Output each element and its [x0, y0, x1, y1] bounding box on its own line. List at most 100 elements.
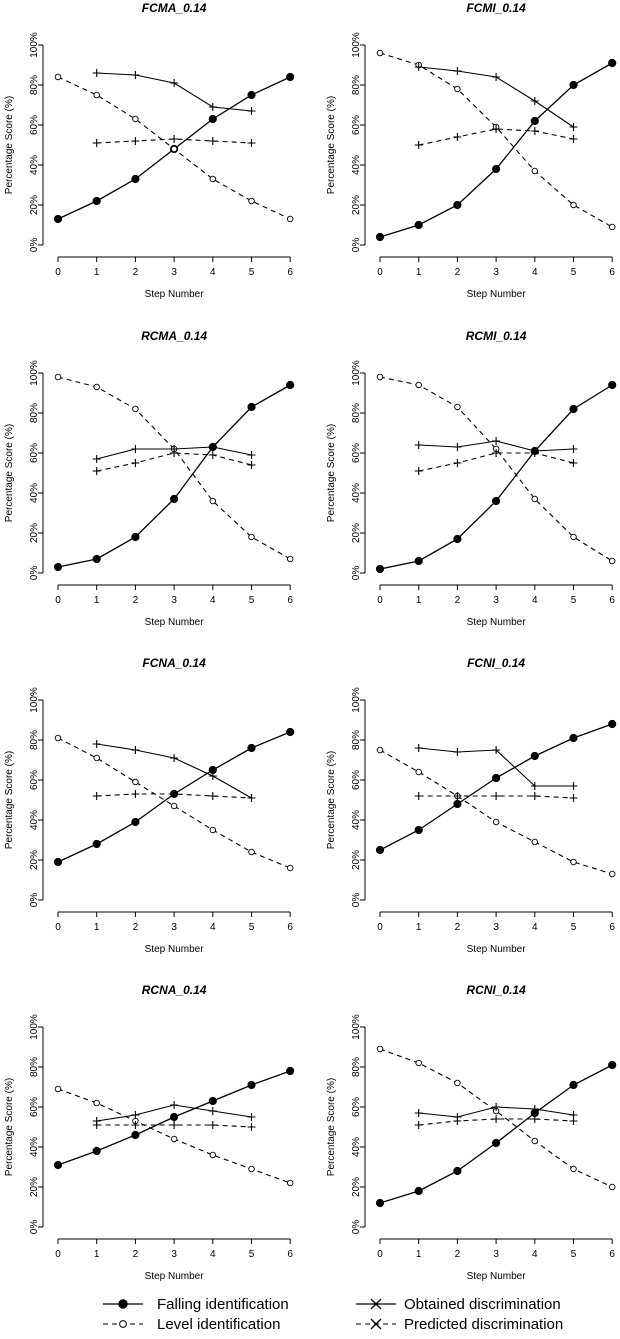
panel-8-ytick-label: 80% [351, 1057, 362, 1077]
panel-3-xtick-label: 4 [210, 595, 216, 606]
panel-3-title: RCMA_0.14 [141, 329, 207, 343]
panel-2-obtained-point [530, 97, 539, 105]
panel-8-predicted-point [530, 1115, 539, 1123]
legend-predicted-marker [370, 1318, 382, 1330]
panel-7-falling-point [170, 1112, 179, 1122]
panel-8-xtick-label: 4 [532, 1249, 538, 1260]
panel-6-predicted-point [530, 792, 539, 800]
panel-2-ylabel: Percentage Score (%) [326, 96, 337, 194]
panel-2-title: FCMI_0.14 [466, 1, 526, 15]
panel-2-ytick-label: 100% [351, 32, 362, 58]
panel-4-ytick-label: 0% [351, 566, 362, 581]
panel-8-xlabel: Step Number [467, 1271, 527, 1282]
panel-6-falling-point [530, 751, 539, 761]
panel-1-xtick-label: 6 [287, 267, 293, 278]
panel-6-xtick-label: 6 [609, 922, 615, 933]
panel-8-level-point [570, 1165, 577, 1173]
panel-1-ylabel: Percentage Score (%) [4, 96, 15, 194]
panel-2-predicted-point [530, 127, 539, 135]
panel-4: RCMI_0.14 0% 20% 40% 60% 80% 100% Percentage Sc… [326, 329, 617, 628]
panel-2-level-point [454, 85, 461, 93]
panel-1-level-point [209, 175, 217, 183]
panel-6-ylabel: Percentage Score (%) [326, 751, 337, 849]
panel-5-ytick-label: 100% [29, 687, 40, 713]
panel-5-predicted-point [170, 790, 179, 798]
legend-predicted-label: Predicted discrimination [404, 1316, 563, 1333]
panel-2-ytick-label: 80% [351, 75, 362, 95]
panel-6-predicted-point [569, 794, 578, 802]
panel-4-predicted-point [453, 459, 462, 467]
panel-4-predicted-point [569, 459, 578, 467]
panel-4-xtick-label: 3 [493, 595, 499, 606]
panel-4-obtained-point [453, 443, 462, 451]
panel-7-level-point [93, 1099, 100, 1107]
panel-3-xtick-label: 0 [55, 595, 61, 606]
panel-3-obtained-point [131, 445, 140, 453]
panel-6-falling-point [608, 719, 617, 729]
panel-2-falling-point [569, 80, 578, 90]
panel-3-falling-point [131, 532, 140, 542]
panel-3-level-point [248, 533, 255, 541]
panel-1-falling-point [53, 214, 63, 224]
panel-5-predicted-line [96, 793, 252, 799]
panel-3-falling-point [53, 562, 63, 572]
panel-7-ytick-label: 0% [29, 1220, 40, 1235]
panel-5-xtick-label: 6 [287, 922, 293, 933]
legend-obtained-label: Obtained discrimination [404, 1296, 561, 1313]
panel-1-falling-point [247, 90, 256, 100]
panel-5-obtained-point [131, 746, 140, 754]
panel-5-ytick-label: 60% [29, 770, 40, 790]
panel-5-level-point [132, 778, 139, 786]
panel-5-level-point [93, 754, 100, 762]
panel-7-ytick-label: 20% [29, 1177, 40, 1197]
panel-5-obtained-point [208, 772, 217, 780]
panel-4-falling-point [414, 556, 423, 566]
panel-7-falling-point [92, 1146, 101, 1156]
panel-7-title: RCNA_0.14 [142, 983, 207, 997]
panel-5-predicted-point [131, 790, 140, 798]
panel-6-predicted-line [418, 795, 574, 799]
panel-2-predicted-line [418, 128, 574, 146]
panel-8-xtick-label: 6 [609, 1249, 615, 1260]
panel-8-obtained-point [530, 1105, 539, 1113]
legend-level-marker [119, 1320, 127, 1328]
panel-7: RCNA_0.14 0% 20% 40% 60% 80% 100% Percentage Sc… [4, 983, 295, 1282]
panel-2-xlabel: Step Number [467, 289, 527, 300]
panel-6-xtick-label: 0 [377, 922, 383, 933]
panel-1-xtick-label: 5 [249, 267, 255, 278]
panel-1-obtained-point [170, 79, 179, 87]
panel-1-ytick-label: 20% [29, 195, 40, 215]
panel-7-xtick-label: 3 [171, 1249, 177, 1260]
panel-4-obtained-point [414, 441, 423, 449]
panel-6-falling-point [453, 799, 462, 809]
panel-3-xlabel: Step Number [145, 617, 205, 628]
panel-8-ytick-label: 20% [351, 1177, 362, 1197]
panel-3-xtick-label: 3 [171, 595, 177, 606]
panel-8-predicted-point [569, 1117, 578, 1125]
panel-6-obtained-point [492, 746, 501, 754]
panel-3-falling-point [247, 402, 256, 412]
panel-7-predicted-point [92, 1121, 101, 1129]
panel-5-xtick-label: 4 [210, 922, 216, 933]
panel-6-level-point [492, 818, 500, 826]
panel-4-xtick-label: 5 [571, 595, 577, 606]
panel-3-ytick-label: 100% [29, 360, 40, 386]
panel-5-xtick-label: 1 [94, 922, 100, 933]
panel-6-obtained-point [414, 744, 423, 752]
panel-7-level-point [209, 1151, 217, 1159]
panel-7-level-point [170, 1135, 178, 1143]
panel-1-obtained-line [96, 72, 252, 112]
panel-1-falling-point [208, 114, 217, 124]
panel-5-falling-point [92, 839, 101, 849]
panel-1: FCMA_0.14 0% 20% 40% 60% 80% 100% Percentage Sc… [4, 1, 295, 300]
panel-2-falling-point [375, 232, 385, 242]
legend-obtained-marker [370, 1298, 382, 1310]
panel-2-obtained-point [569, 123, 578, 131]
panel-6-obtained-point [530, 782, 539, 790]
panel-4-xtick-label: 0 [377, 595, 383, 606]
panel-6-predicted-point [453, 792, 462, 800]
panel-1-level-point [286, 215, 294, 223]
panel-1-predicted-point [208, 137, 217, 145]
panel-6-level-line [379, 749, 613, 875]
panel-5-xtick-label: 2 [133, 922, 139, 933]
